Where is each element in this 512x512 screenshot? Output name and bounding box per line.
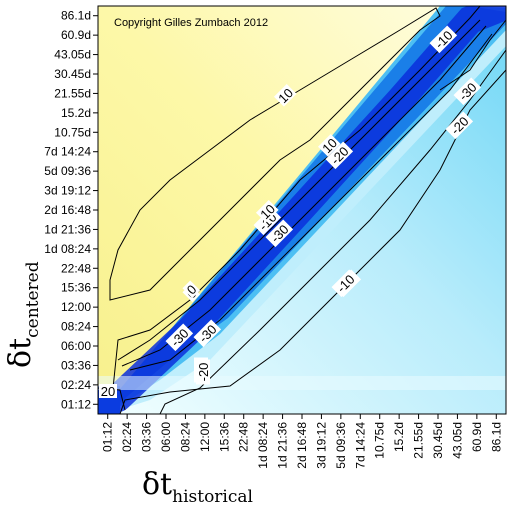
y-tick-label: 08:24 xyxy=(61,320,91,334)
svg-text:δthistorical: δthistorical xyxy=(142,467,253,507)
y-tick-label: 43.05d xyxy=(54,48,91,62)
contour-minus-30-upper-right xyxy=(439,19,506,91)
x-axis-title-symbol: δt xyxy=(142,467,172,502)
x-tick-label: 43.05d xyxy=(450,422,464,459)
x-tick-label: 08:24 xyxy=(178,422,192,452)
y-tick-label: 12:00 xyxy=(61,300,91,314)
y-axis-ticks: 01:12 02:24 03:36 06:00 08:24 12:00 15:36 22:48… xyxy=(44,9,98,411)
x-tick-label: 3d 19:12 xyxy=(314,422,328,469)
contour-minus-10 xyxy=(117,19,481,361)
y-tick-label: 5d 09:36 xyxy=(44,164,91,178)
contour-label: 10 xyxy=(255,199,279,223)
x-tick-label: 1d 21:36 xyxy=(276,422,290,469)
x-tick-label: 5d 09:36 xyxy=(334,422,348,469)
x-tick-label: 30.45d xyxy=(431,422,445,459)
x-tick-label: 15:36 xyxy=(217,422,231,452)
contour-label-bg xyxy=(453,77,482,106)
contour-minus-20-lower xyxy=(159,49,506,414)
x-tick-label: 10.75d xyxy=(373,422,387,459)
y-tick-label: 21.55d xyxy=(54,86,91,100)
x-tick-label: 15.2d xyxy=(392,422,406,452)
y-tick-label: 7d 14:24 xyxy=(44,145,91,159)
y-tick-label: 86.1d xyxy=(61,9,91,23)
y-tick-label: 30.45d xyxy=(54,67,91,81)
contour-label-bg xyxy=(429,25,458,54)
y-axis-title-symbol: δt xyxy=(3,338,38,368)
x-tick-label: 01:12 xyxy=(101,422,115,452)
y-tick-label: 03:36 xyxy=(61,358,91,372)
x-tick-label: 2d 16:48 xyxy=(295,422,309,469)
contour-10-upper xyxy=(109,7,441,301)
x-axis-title-subscript: historical xyxy=(172,487,253,507)
plot-field xyxy=(98,6,506,414)
bottom-band xyxy=(98,376,506,390)
contour-label-text: -20 xyxy=(196,363,211,382)
contour-label: 10 xyxy=(273,83,297,107)
contour-label-bg xyxy=(325,141,354,170)
y-tick-label: 22:48 xyxy=(61,261,91,275)
contour-label: -20 xyxy=(196,359,211,385)
contour-label-bg xyxy=(331,269,360,298)
contour-label-bg xyxy=(445,111,474,140)
copyright-annotation: Copyright Gilles Zumbach 2012 xyxy=(114,17,268,29)
contour-label-bg xyxy=(273,83,297,107)
contour-label-bg xyxy=(265,219,294,248)
y-axis-title: δtcentered xyxy=(3,261,43,368)
y-tick-label: 2d 16:48 xyxy=(44,203,91,217)
x-axis-ticks: 01:12 02:24 03:36 06:00 08:24 12:00 15:36 22:48… xyxy=(101,414,503,469)
x-tick-label: 06:00 xyxy=(159,422,173,452)
y-tick-label: 1d 08:24 xyxy=(44,242,91,256)
contour-label-bg xyxy=(196,359,210,385)
x-tick-label: 22:48 xyxy=(237,422,251,452)
contour-label-bg xyxy=(317,133,341,157)
contour-label-bg xyxy=(182,280,201,299)
y-tick-label: 06:00 xyxy=(61,339,91,353)
x-tick-label: 12:00 xyxy=(198,422,212,452)
contour-label-bg xyxy=(99,384,117,398)
contour-minus-30 xyxy=(129,33,493,371)
x-tick-label: 02:24 xyxy=(120,422,134,452)
contour-label: 20 xyxy=(99,384,117,399)
y-tick-label: 3d 19:12 xyxy=(44,184,91,198)
x-tick-label: 60.9d xyxy=(470,422,484,452)
y-tick-label: 10.75d xyxy=(54,125,91,139)
contour-label-bg xyxy=(255,199,279,223)
x-tick-label: 21.55d xyxy=(412,422,426,459)
x-axis-title: δthistorical xyxy=(142,467,253,507)
svg-text:δtcentered: δtcentered xyxy=(3,261,43,368)
x-tick-label: 03:36 xyxy=(140,422,154,452)
contour-label-text: 20 xyxy=(101,384,115,399)
y-axis-title-subscript: centered xyxy=(23,261,43,338)
contour-minus-10-lower xyxy=(119,69,506,414)
y-tick-label: 15.2d xyxy=(61,106,91,120)
y-tick-label: 60.9d xyxy=(61,28,91,42)
y-tick-label: 01:12 xyxy=(61,397,91,411)
y-tick-label: 02:24 xyxy=(61,378,91,392)
y-tick-label: 1d 21:36 xyxy=(44,222,91,236)
x-tick-label: 1d 08:24 xyxy=(256,422,270,469)
contour-label-bg xyxy=(193,319,222,348)
x-tick-label: 86.1d xyxy=(489,422,503,452)
y-tick-label: 15:36 xyxy=(61,281,91,295)
contour-label-bg xyxy=(253,207,282,236)
x-tick-label: 7d 14:24 xyxy=(353,422,367,469)
contour-label-bg xyxy=(165,323,194,352)
